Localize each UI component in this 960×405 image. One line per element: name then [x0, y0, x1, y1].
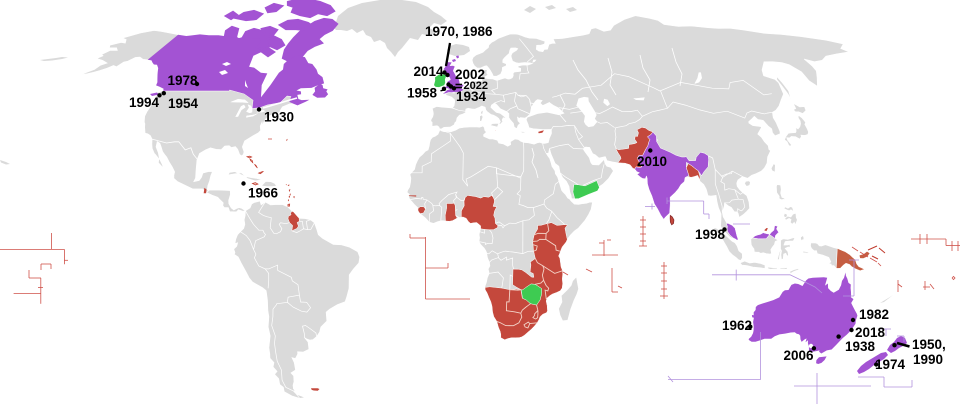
- svg-text:1934: 1934: [456, 89, 487, 104]
- svg-text:1978: 1978: [168, 73, 199, 88]
- svg-text:1954: 1954: [168, 96, 199, 111]
- svg-text:1982: 1982: [859, 307, 889, 322]
- svg-text:1962: 1962: [722, 318, 752, 333]
- svg-text:2014: 2014: [414, 64, 445, 79]
- svg-text:1990: 1990: [913, 352, 943, 367]
- svg-text:1930: 1930: [264, 110, 294, 125]
- svg-text:2018: 2018: [855, 325, 886, 340]
- svg-text:1998: 1998: [695, 227, 726, 242]
- svg-text:1938: 1938: [845, 339, 876, 354]
- svg-text:1974: 1974: [875, 357, 906, 372]
- svg-text:2006: 2006: [784, 348, 815, 363]
- svg-text:1970, 1986: 1970, 1986: [425, 24, 493, 39]
- svg-text:1966: 1966: [248, 186, 279, 201]
- svg-text:2010: 2010: [637, 154, 667, 169]
- svg-text:1950,: 1950,: [912, 337, 946, 352]
- svg-text:1994: 1994: [129, 95, 160, 110]
- svg-text:2022: 2022: [464, 80, 488, 92]
- svg-text:1958: 1958: [407, 86, 438, 101]
- svg-text:2002: 2002: [455, 67, 485, 82]
